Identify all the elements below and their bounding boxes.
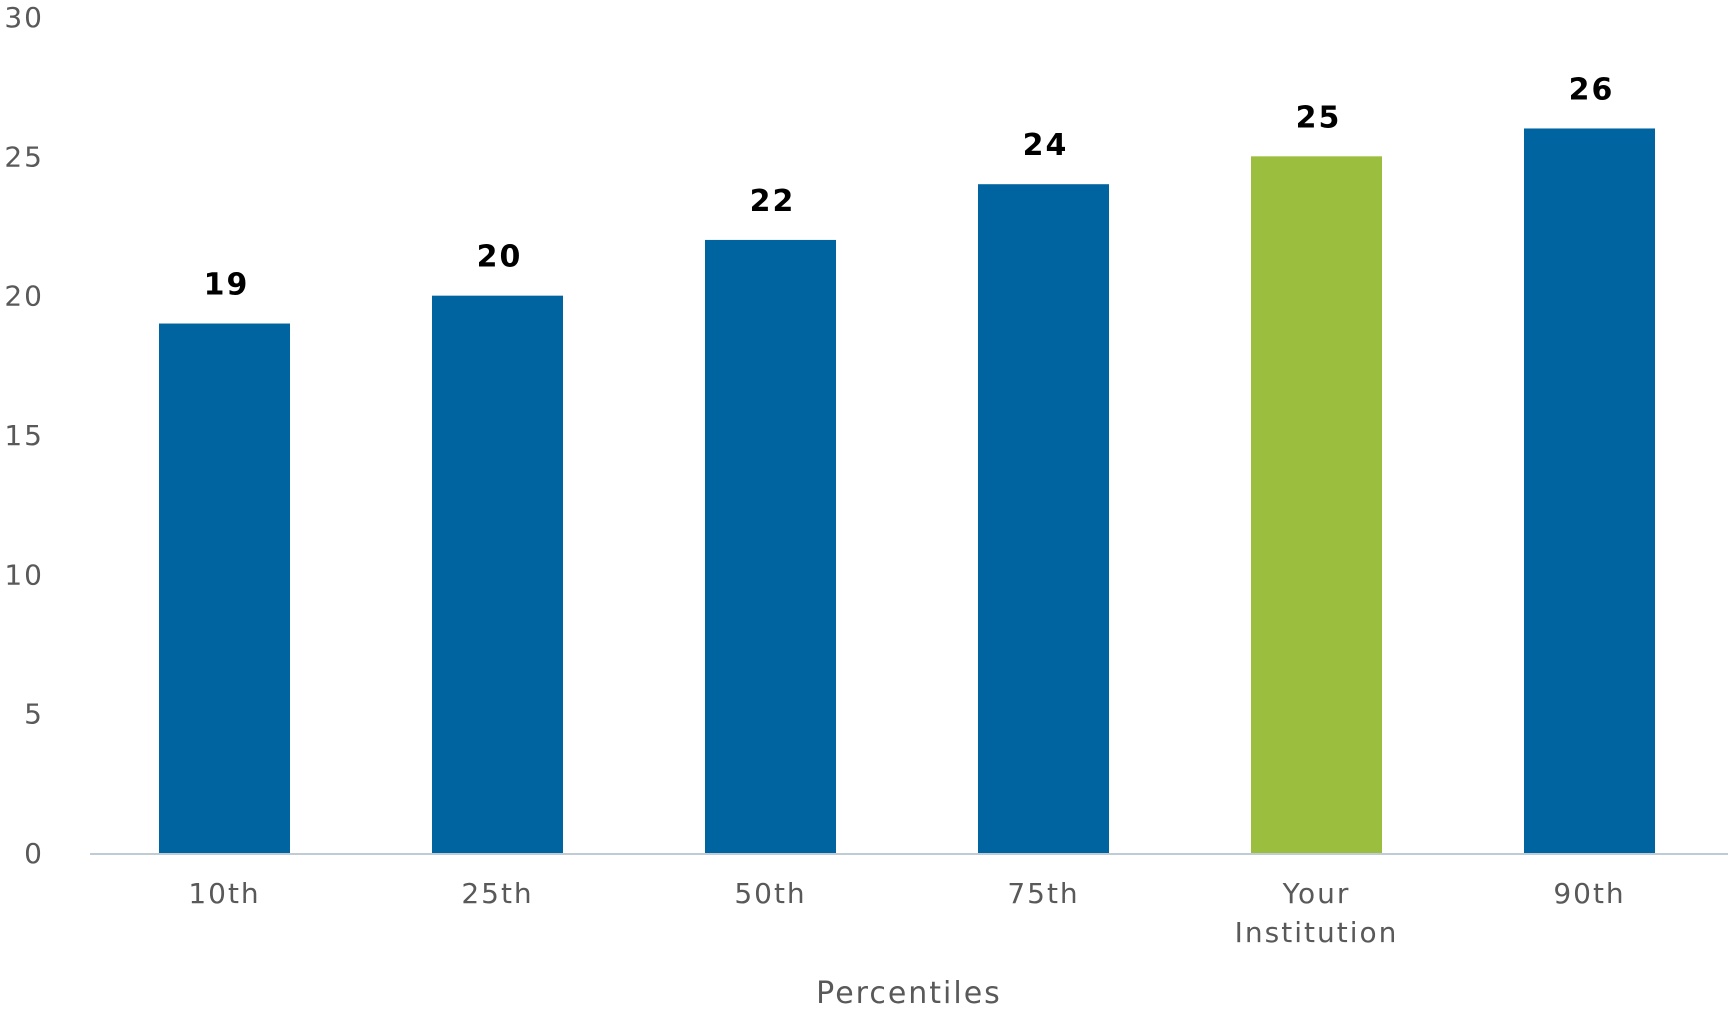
data-labels: 19 20 22 24 25 26	[204, 72, 1615, 303]
bar-25th	[432, 295, 563, 854]
bar-50th	[705, 239, 836, 853]
x-category-label: 25th	[461, 877, 533, 910]
y-tick-label: 25	[4, 140, 44, 173]
x-category-label: Your	[1282, 877, 1351, 910]
bar-90th	[1524, 128, 1655, 853]
bar-10th	[159, 323, 290, 853]
data-label: 25	[1296, 100, 1342, 135]
x-category-label: 75th	[1007, 877, 1079, 910]
x-axis-title: Percentiles	[816, 976, 1002, 1009]
x-axis-category-labels: 10th 25th 50th 75th Your Institution 90th	[188, 877, 1625, 949]
x-category-label: Institution	[1235, 916, 1399, 949]
bar-75th	[978, 184, 1109, 853]
x-category-label: 90th	[1553, 877, 1625, 910]
y-tick-label: 10	[4, 558, 44, 591]
y-tick-label: 30	[4, 1, 44, 34]
data-label: 20	[477, 240, 523, 275]
y-tick-label: 0	[24, 837, 44, 870]
bars	[159, 128, 1655, 854]
y-tick-label: 5	[24, 698, 44, 731]
x-category-label: 50th	[734, 877, 806, 910]
y-axis-tick-labels: 0 5 10 15 20 25 30	[4, 1, 44, 870]
data-label: 26	[1569, 72, 1615, 107]
y-tick-label: 15	[4, 419, 44, 452]
y-tick-label: 20	[4, 280, 44, 313]
data-label: 19	[204, 268, 250, 303]
bar-your-institution	[1251, 156, 1382, 854]
x-category-label: 10th	[188, 877, 260, 910]
data-label: 24	[1023, 128, 1069, 163]
data-label: 22	[750, 184, 796, 219]
